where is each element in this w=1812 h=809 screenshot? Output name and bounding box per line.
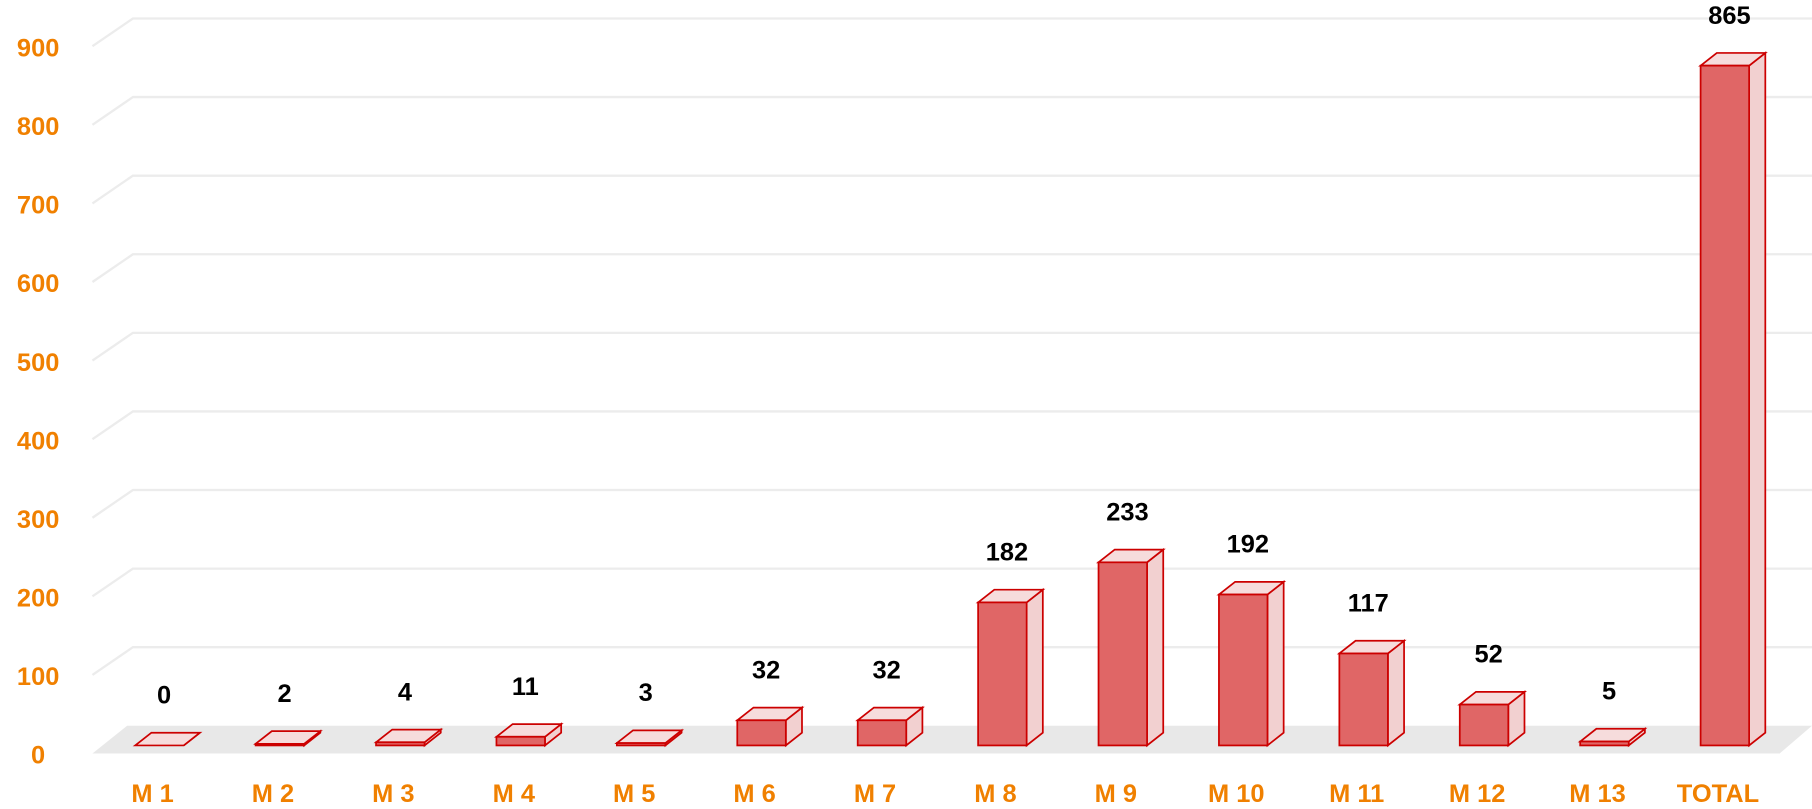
x-tick-label: M 13 — [1569, 780, 1625, 808]
bar-side — [1025, 587, 1044, 748]
x-tick-label: M 8 — [974, 780, 1016, 808]
data-label: 182 — [986, 539, 1028, 567]
data-label: 192 — [1227, 531, 1269, 559]
x-tick-label: M 4 — [493, 780, 535, 808]
x-tick-label: M 9 — [1095, 780, 1137, 808]
bar — [1336, 638, 1407, 748]
bar-front — [1458, 703, 1510, 747]
bar-front — [254, 742, 306, 747]
y-tick-label: 800 — [17, 113, 59, 141]
x-tick-label: M 3 — [372, 780, 414, 808]
data-label: 5 — [1602, 678, 1616, 706]
x-tick-label: M 2 — [252, 780, 294, 808]
x-tick-label: M 12 — [1449, 780, 1505, 808]
data-label: 3 — [639, 679, 653, 707]
grid-line — [91, 410, 1812, 441]
data-label: 117 — [1348, 590, 1389, 618]
bar-front — [736, 719, 787, 747]
floor — [92, 725, 1812, 754]
bar-top — [132, 731, 203, 747]
y-tick-label: 300 — [17, 506, 59, 534]
grid-line — [91, 488, 1812, 519]
bar — [132, 731, 203, 747]
grid-line — [91, 253, 1812, 283]
y-tick-label: 900 — [17, 34, 59, 62]
bar-front — [615, 742, 667, 747]
bar — [1457, 690, 1527, 748]
y-tick-label: 0 — [31, 742, 45, 770]
y-tick-label: 200 — [17, 585, 59, 613]
data-label: 0 — [157, 682, 171, 710]
grid — [91, 17, 1812, 676]
bar-front — [856, 719, 908, 747]
x-tick-label: M 1 — [131, 780, 173, 808]
y-tick-label: 500 — [17, 349, 59, 377]
bar-front — [495, 735, 546, 747]
bar-side — [1387, 638, 1405, 748]
x-tick-label: TOTAL — [1677, 780, 1759, 808]
data-label: 2 — [277, 680, 291, 708]
bar-front — [1579, 740, 1630, 747]
data-label: 11 — [512, 673, 539, 701]
bar-front — [1218, 593, 1269, 747]
bar-side — [1748, 51, 1767, 748]
bar — [493, 722, 564, 748]
bar-front — [1338, 652, 1389, 747]
data-label: 32 — [872, 656, 900, 684]
bar-side — [1266, 580, 1285, 748]
data-label: 52 — [1475, 641, 1503, 669]
x-tick-label: M 11 — [1329, 780, 1384, 808]
grid-line — [91, 95, 1812, 126]
x-tick-label: M 10 — [1208, 780, 1264, 808]
grid-line — [91, 174, 1812, 205]
grid-line — [91, 17, 1812, 48]
grid-line — [91, 331, 1812, 362]
bar-front — [1097, 561, 1148, 747]
bar-front — [375, 741, 426, 747]
data-label: 4 — [398, 678, 412, 706]
bar — [1698, 51, 1768, 748]
bar — [1577, 727, 1648, 748]
y-tick-label: 100 — [17, 663, 59, 691]
y-tick-label: 600 — [17, 270, 59, 298]
x-tick-label: M 5 — [613, 780, 655, 808]
bar — [855, 705, 925, 748]
data-label: 233 — [1106, 499, 1148, 527]
x-tick-label: M 7 — [854, 780, 896, 808]
bar — [253, 729, 323, 748]
y-tick-label: 700 — [17, 192, 59, 220]
bar-front — [977, 601, 1028, 747]
bar — [1216, 580, 1287, 748]
bar — [614, 728, 685, 748]
y-tick-label: 400 — [17, 427, 59, 455]
data-label: 865 — [1708, 2, 1750, 30]
x-tick-label: M 6 — [733, 780, 775, 808]
bar — [373, 727, 444, 748]
bar — [734, 705, 805, 748]
bar-front — [1699, 64, 1751, 747]
grid-line — [91, 567, 1812, 598]
bar-side — [1146, 547, 1165, 748]
grid-line — [91, 646, 1812, 676]
data-label: 32 — [752, 656, 780, 684]
bar — [975, 587, 1046, 748]
bars — [132, 51, 1768, 748]
bar — [1096, 547, 1166, 748]
